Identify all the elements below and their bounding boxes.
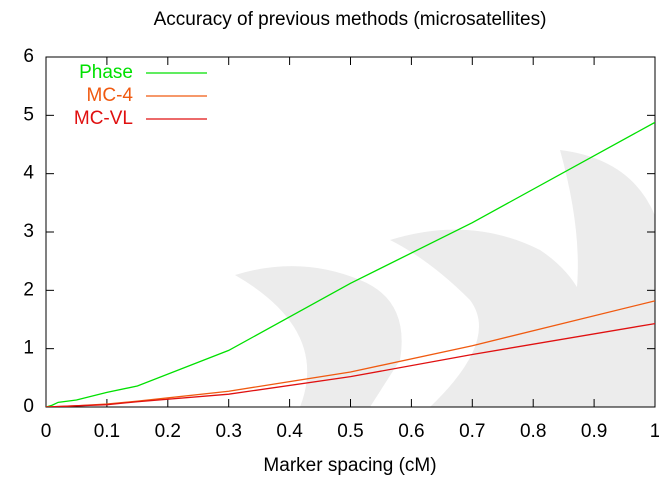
y-tick-label: 4 (23, 163, 34, 184)
chart-title: Accuracy of previous methods (microsatel… (154, 9, 547, 30)
y-tick-label: 1 (23, 338, 34, 359)
page: {"chart_data": {"type": "line", "title":… (0, 0, 659, 478)
x-tick-label: 0.2 (155, 421, 181, 442)
x-tick-label: 0.6 (398, 421, 424, 442)
x-tick-label: 0.4 (276, 421, 303, 442)
y-tick-label: 3 (23, 221, 34, 242)
y-tick-label: 2 (23, 279, 34, 300)
x-tick-label: 0.9 (581, 421, 607, 442)
watermark (235, 150, 659, 407)
x-tick-label: 0.7 (459, 421, 485, 442)
y-tick-label: 5 (23, 104, 34, 125)
y-tick-label: 6 (23, 46, 34, 67)
x-tick-label: 1 (650, 421, 659, 442)
x-tick-label: 0.3 (215, 421, 241, 442)
chart: Accuracy of previous methods (microsatel… (0, 0, 659, 478)
legend-label: Phase (79, 62, 133, 83)
x-tick-label: 0 (41, 421, 52, 442)
x-axis-label: Marker spacing (cM) (263, 455, 436, 476)
x-tick-label: 0.5 (337, 421, 363, 442)
legend-label: MC-VL (74, 108, 133, 129)
legend-label: MC-4 (87, 85, 134, 106)
x-tick-label: 0.8 (520, 421, 546, 442)
watermark-shape (390, 230, 591, 407)
x-tick-label: 0.1 (94, 421, 120, 442)
y-tick-label: 0 (23, 396, 34, 417)
